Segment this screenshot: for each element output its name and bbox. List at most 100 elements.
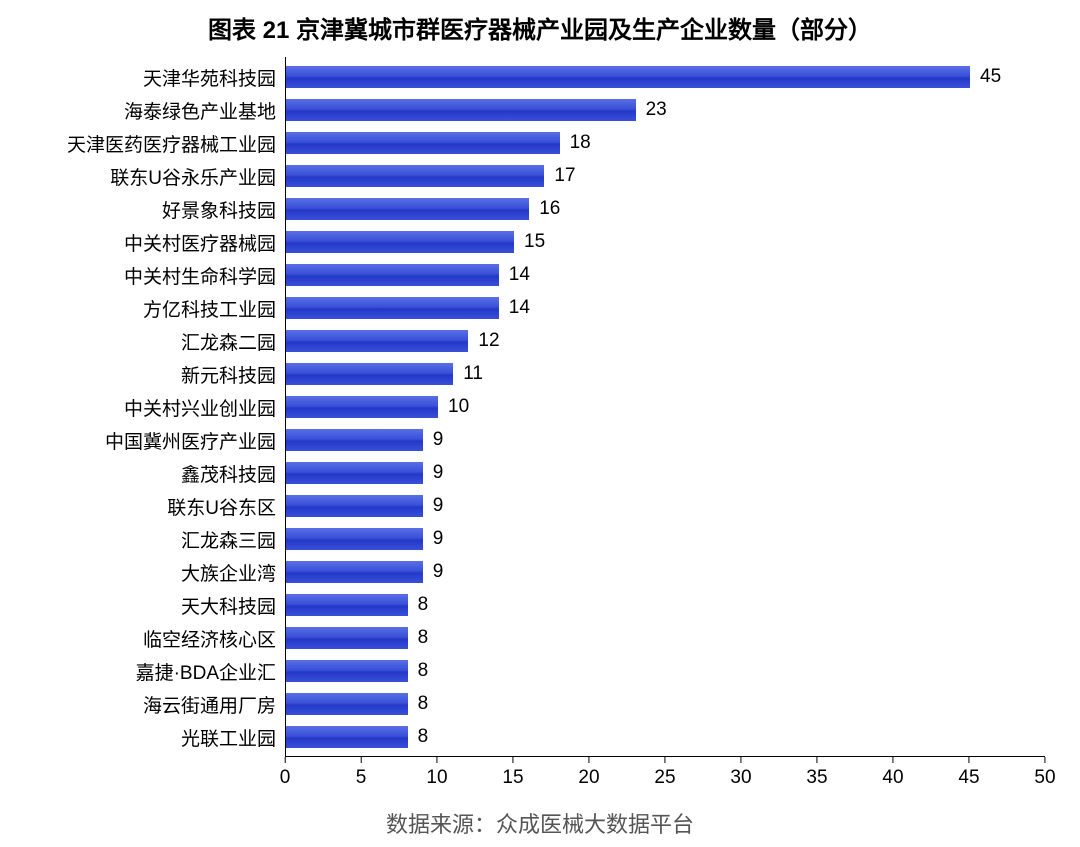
bar [286, 198, 529, 220]
category-label: 中国冀州医疗产业园 [105, 427, 286, 454]
x-tick-mark [664, 757, 665, 763]
bar-row: 联东U谷东区9 [286, 490, 1045, 523]
bar [286, 693, 408, 715]
category-label: 中关村医疗器械园 [124, 229, 286, 256]
chart-title: 图表 21 京津冀城市群医疗器械产业园及生产企业数量（部分） [20, 10, 1060, 45]
x-tick: 30 [730, 757, 751, 789]
x-tick-mark [1044, 757, 1045, 763]
bar [286, 627, 408, 649]
x-tick-label: 35 [806, 767, 827, 789]
data-source-label: 数据来源：众成医械大数据平台 [20, 807, 1060, 839]
value-label: 8 [418, 660, 429, 682]
x-tick-mark [360, 757, 361, 763]
value-label: 14 [509, 297, 530, 319]
x-tick: 10 [426, 757, 447, 789]
x-tick-mark [436, 757, 437, 763]
bar [286, 528, 423, 550]
x-tick-mark [816, 757, 817, 763]
x-tick-label: 15 [502, 767, 523, 789]
value-label: 9 [433, 495, 444, 517]
bar [286, 132, 560, 154]
category-label: 好景象科技园 [162, 196, 286, 223]
bar-row: 海云街通用厂房8 [286, 688, 1045, 721]
x-tick: 5 [356, 757, 367, 789]
x-tick: 40 [882, 757, 903, 789]
category-label: 新元科技园 [181, 361, 286, 388]
bar [286, 495, 423, 517]
value-label: 11 [463, 363, 483, 385]
category-label: 鑫茂科技园 [181, 460, 286, 487]
chart-area: 天津华苑科技园45海泰绿色产业基地23天津医药医疗器械工业园18联东U谷永乐产业… [20, 57, 1060, 797]
bar-row: 鑫茂科技园9 [286, 457, 1045, 490]
value-label: 8 [418, 594, 429, 616]
bar-row: 大族企业湾9 [286, 556, 1045, 589]
bar-row: 好景象科技园16 [286, 193, 1045, 226]
x-tick-label: 45 [958, 767, 979, 789]
x-axis: 05101520253035404550 [285, 757, 1045, 797]
category-label: 天津医药医疗器械工业园 [67, 130, 286, 157]
bar [286, 561, 423, 583]
bar-row: 中国冀州医疗产业园9 [286, 424, 1045, 457]
x-tick-label: 25 [654, 767, 675, 789]
bar [286, 462, 423, 484]
category-label: 方亿科技工业园 [143, 295, 286, 322]
x-tick-mark [512, 757, 513, 763]
category-label: 汇龙森三园 [181, 526, 286, 553]
bar [286, 429, 423, 451]
x-tick-mark [892, 757, 893, 763]
value-label: 8 [418, 627, 429, 649]
value-label: 9 [433, 462, 444, 484]
bar-row: 天大科技园8 [286, 589, 1045, 622]
value-label: 9 [433, 528, 444, 550]
bar-row: 海泰绿色产业基地23 [286, 94, 1045, 127]
bar-row: 中关村生命科学园14 [286, 259, 1045, 292]
bar [286, 726, 408, 748]
bar-row: 联东U谷永乐产业园17 [286, 160, 1045, 193]
value-label: 9 [433, 429, 444, 451]
category-label: 嘉捷·BDA企业汇 [136, 658, 286, 685]
value-label: 45 [980, 66, 1001, 88]
bar [286, 231, 514, 253]
bar [286, 660, 408, 682]
plot-area: 天津华苑科技园45海泰绿色产业基地23天津医药医疗器械工业园18联东U谷永乐产业… [285, 57, 1045, 757]
x-tick-label: 10 [426, 767, 447, 789]
bar [286, 594, 408, 616]
bar [286, 330, 468, 352]
value-label: 10 [448, 396, 469, 418]
x-tick-mark [740, 757, 741, 763]
value-label: 8 [418, 693, 429, 715]
category-label: 临空经济核心区 [143, 625, 286, 652]
bar [286, 297, 499, 319]
value-label: 17 [554, 165, 575, 187]
category-label: 汇龙森二园 [181, 328, 286, 355]
x-tick-label: 30 [730, 767, 751, 789]
bar-row: 天津华苑科技园45 [286, 61, 1045, 94]
category-label: 光联工业园 [181, 724, 286, 751]
category-label: 中关村生命科学园 [124, 262, 286, 289]
x-tick: 20 [578, 757, 599, 789]
x-tick: 50 [1034, 757, 1055, 789]
x-tick: 25 [654, 757, 675, 789]
bar-row: 汇龙森二园12 [286, 325, 1045, 358]
x-tick: 35 [806, 757, 827, 789]
bar-row: 汇龙森三园9 [286, 523, 1045, 556]
x-tick-label: 0 [280, 767, 291, 789]
x-tick-label: 40 [882, 767, 903, 789]
category-label: 联东U谷永乐产业园 [110, 163, 286, 190]
bar [286, 363, 453, 385]
x-tick-label: 5 [356, 767, 367, 789]
bar-row: 光联工业园8 [286, 721, 1045, 754]
value-label: 9 [433, 561, 444, 583]
category-label: 海泰绿色产业基地 [124, 97, 286, 124]
value-label: 14 [509, 264, 530, 286]
x-tick-label: 20 [578, 767, 599, 789]
category-label: 中关村兴业创业园 [124, 394, 286, 421]
category-label: 天大科技园 [181, 592, 286, 619]
category-label: 联东U谷东区 [167, 493, 286, 520]
x-tick-mark [284, 757, 285, 763]
category-label: 海云街通用厂房 [143, 691, 286, 718]
value-label: 12 [478, 330, 499, 352]
x-tick-label: 50 [1034, 767, 1055, 789]
bar [286, 264, 499, 286]
category-label: 大族企业湾 [181, 559, 286, 586]
